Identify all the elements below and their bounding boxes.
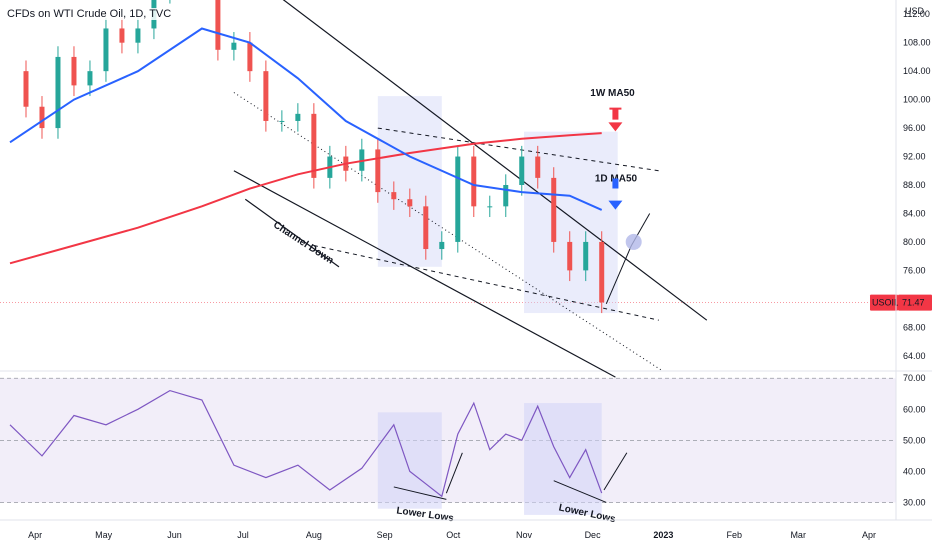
time-tick-label: Apr xyxy=(862,530,876,540)
candle-body xyxy=(39,106,45,129)
ma1d-arrow xyxy=(608,178,623,210)
time-tick-label: Oct xyxy=(446,530,461,540)
channel-upper-line xyxy=(282,0,708,321)
chart-title: CFDs on WTI Crude Oil, 1D, TVC xyxy=(4,8,175,20)
candle-body xyxy=(407,199,413,207)
price-tick-label: 104.00 xyxy=(903,66,931,76)
support-dashed xyxy=(313,244,659,321)
ma1w-arrow xyxy=(608,107,623,132)
price-panel xyxy=(0,0,932,521)
ma1w-label: 1W MA50 xyxy=(590,88,635,99)
rsi-arrow-1 xyxy=(445,452,463,494)
rsi-tick-label: 50.00 xyxy=(903,435,926,445)
price-tick-label: 64.00 xyxy=(903,351,926,361)
candle-body xyxy=(103,28,109,72)
candle-body xyxy=(87,71,93,86)
rsi-trendline-2 xyxy=(553,480,607,503)
price-tick-label: 92.00 xyxy=(903,152,926,162)
rsi-panel: Lower Lows Lower Lows xyxy=(0,377,896,525)
time-tick-label: Dec xyxy=(585,530,602,540)
symbol-label: USOIL xyxy=(872,298,899,308)
channel-lower-line xyxy=(233,170,616,378)
rsi-highlight-box xyxy=(377,412,442,509)
time-tick-label: May xyxy=(95,530,113,540)
ma-1d-line xyxy=(9,27,603,211)
candle-body xyxy=(55,56,61,129)
channel-label-pointer xyxy=(244,198,340,268)
candle-body xyxy=(391,192,397,200)
last-price-label-bg xyxy=(898,294,932,311)
ma-1w-line xyxy=(9,132,602,265)
target-circle xyxy=(625,233,642,250)
rsi-line xyxy=(9,389,603,498)
price-tick-label: 108.00 xyxy=(903,38,931,48)
candle-body xyxy=(263,71,269,121)
rsi-tick-label: 30.00 xyxy=(903,497,926,507)
candle-body xyxy=(231,42,237,50)
candle-body xyxy=(423,206,429,250)
candle-body xyxy=(135,28,141,43)
channel-label: Channel Down xyxy=(271,220,335,267)
time-tick-label: Aug xyxy=(306,530,322,540)
price-tick-label: 80.00 xyxy=(903,237,926,247)
candle-body xyxy=(487,206,493,208)
time-tick-label: Jun xyxy=(167,530,182,540)
time-tick-label: Feb xyxy=(726,530,742,540)
rsi-highlight-box xyxy=(524,403,602,515)
rsi-trendline-1 xyxy=(393,486,447,500)
time-tick-label: Apr xyxy=(28,530,42,540)
candle-body xyxy=(71,56,77,86)
rsi-tick-label: 70.00 xyxy=(903,373,926,383)
candle-body xyxy=(455,156,461,242)
price-axis: 64.0068.0072.0076.0080.0084.0088.0092.00… xyxy=(870,6,932,507)
time-tick-label: 2023 xyxy=(653,530,673,540)
highlight-box xyxy=(377,96,442,267)
candle-body xyxy=(279,120,285,122)
rsi-tick-label: 60.00 xyxy=(903,404,926,414)
candle-body xyxy=(583,241,589,271)
candle-body xyxy=(471,156,477,207)
time-tick-label: Sep xyxy=(377,530,393,540)
candle-body xyxy=(503,185,509,207)
projection-arrow-1 xyxy=(605,245,632,305)
price-tick-label: 84.00 xyxy=(903,208,926,218)
candle-body xyxy=(439,241,445,250)
rsi-tick-label: 40.00 xyxy=(903,466,926,476)
candle-body xyxy=(119,28,125,43)
price-tick-label: 112.00 xyxy=(903,9,930,19)
candle-body xyxy=(295,113,301,121)
price-tick-label: 100.00 xyxy=(903,95,931,105)
candle-body xyxy=(567,241,573,271)
currency-label: USD xyxy=(905,6,925,16)
symbol-label-bg xyxy=(870,294,898,311)
time-tick-label: Jul xyxy=(237,530,249,540)
candle-body xyxy=(247,42,253,72)
channel-mid-dotted xyxy=(233,92,662,371)
price-tick-label: 68.00 xyxy=(903,322,926,332)
price-tick-label: 88.00 xyxy=(903,180,926,190)
candle-body xyxy=(551,177,557,242)
last-price-label: 71.47 xyxy=(902,298,925,308)
candle-body xyxy=(535,156,541,178)
candle-body xyxy=(311,113,317,178)
time-tick-label: Nov xyxy=(516,530,533,540)
rsi-arrow-2 xyxy=(603,452,628,491)
candle-body xyxy=(23,71,29,107)
time-tick-label: Mar xyxy=(790,530,806,540)
candle-body xyxy=(519,156,525,185)
price-tick-label: 76.00 xyxy=(903,265,926,275)
time-axis: Apr May Jun Jul Aug Sep Oct Nov Dec 2023 Feb Mar Apr xyxy=(28,530,876,540)
candle-body xyxy=(599,241,605,303)
candle-body xyxy=(375,149,381,193)
candle-body xyxy=(215,0,221,50)
price-tick-label: 96.00 xyxy=(903,123,926,133)
